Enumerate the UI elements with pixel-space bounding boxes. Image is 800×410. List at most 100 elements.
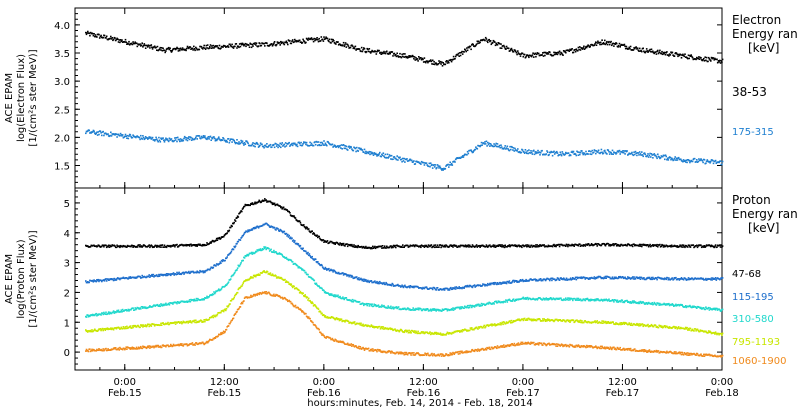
data-point xyxy=(584,47,587,49)
data-point xyxy=(87,245,89,247)
data-point xyxy=(112,311,114,314)
data-point xyxy=(588,243,590,245)
data-point xyxy=(372,154,375,156)
data-point xyxy=(90,330,93,333)
data-point xyxy=(499,146,502,149)
data-point xyxy=(145,325,148,328)
data-point xyxy=(637,302,640,305)
data-point xyxy=(198,321,201,323)
data-point xyxy=(423,287,426,290)
data-point xyxy=(666,51,668,53)
data-point xyxy=(648,244,651,247)
data-point xyxy=(252,203,255,206)
data-point xyxy=(544,278,546,281)
data-point xyxy=(328,40,330,43)
data-point xyxy=(444,63,447,66)
data-point xyxy=(294,143,297,146)
data-point xyxy=(338,244,341,246)
data-point xyxy=(650,48,653,51)
data-point xyxy=(539,297,541,299)
data-point xyxy=(215,138,217,141)
data-point xyxy=(305,227,307,230)
data-point xyxy=(143,306,146,308)
data-point xyxy=(555,151,557,154)
data-point xyxy=(466,49,469,52)
data-point xyxy=(316,234,318,237)
data-point xyxy=(639,278,642,280)
data-point xyxy=(363,48,366,50)
data-point xyxy=(257,143,259,146)
data-point xyxy=(116,244,118,247)
data-point xyxy=(496,301,499,304)
data-point xyxy=(323,36,325,38)
data-point xyxy=(204,137,207,139)
data-point xyxy=(701,159,704,162)
data-point xyxy=(441,169,443,171)
data-point xyxy=(119,246,121,249)
data-point xyxy=(406,308,408,310)
data-point xyxy=(430,310,433,312)
data-point xyxy=(452,307,454,309)
data-point xyxy=(713,59,715,61)
data-point xyxy=(644,51,647,54)
data-point xyxy=(608,298,610,301)
data-point xyxy=(379,51,382,54)
data-point xyxy=(581,299,584,302)
data-point xyxy=(371,151,373,154)
data-point xyxy=(582,153,584,156)
data-point xyxy=(583,298,585,300)
data-point xyxy=(506,145,509,148)
data-point xyxy=(476,246,479,248)
electron-y-tick-label: 3.5 xyxy=(54,49,70,60)
data-point xyxy=(358,48,361,50)
data-point xyxy=(276,203,279,206)
data-point xyxy=(322,144,325,146)
data-point xyxy=(161,273,164,276)
data-point xyxy=(406,158,408,160)
data-point xyxy=(488,38,490,41)
data-point xyxy=(218,47,220,50)
data-point xyxy=(248,44,250,46)
data-point xyxy=(341,242,343,245)
data-point xyxy=(652,276,654,279)
data-point xyxy=(271,146,273,148)
data-point xyxy=(388,154,391,156)
data-point xyxy=(211,240,213,243)
data-point xyxy=(698,158,700,160)
data-point xyxy=(323,268,326,270)
data-point xyxy=(592,277,595,280)
data-point xyxy=(467,307,470,309)
data-point xyxy=(236,217,238,219)
data-point xyxy=(346,43,349,46)
data-point xyxy=(361,279,364,282)
data-point xyxy=(231,43,233,46)
data-point xyxy=(383,155,385,157)
data-point xyxy=(381,247,383,249)
data-point xyxy=(96,134,99,136)
data-point xyxy=(327,141,329,143)
data-point xyxy=(479,304,481,306)
data-point xyxy=(127,278,130,280)
data-point xyxy=(643,277,645,279)
data-point xyxy=(178,271,180,274)
data-point xyxy=(252,145,255,147)
data-point xyxy=(696,244,698,247)
data-point xyxy=(287,233,289,236)
data-point xyxy=(285,256,288,259)
data-point xyxy=(305,143,307,146)
data-point xyxy=(638,243,641,246)
data-point xyxy=(257,201,260,203)
data-point xyxy=(259,274,261,276)
data-point xyxy=(494,44,497,47)
data-point xyxy=(572,51,575,54)
data-point xyxy=(671,158,674,160)
data-point xyxy=(222,46,224,48)
data-point xyxy=(433,60,435,63)
data-point xyxy=(159,244,162,247)
data-point xyxy=(416,308,419,311)
data-point xyxy=(291,142,293,145)
data-point xyxy=(413,56,416,58)
data-point xyxy=(191,137,194,140)
data-point xyxy=(146,137,148,139)
data-point xyxy=(162,137,164,139)
